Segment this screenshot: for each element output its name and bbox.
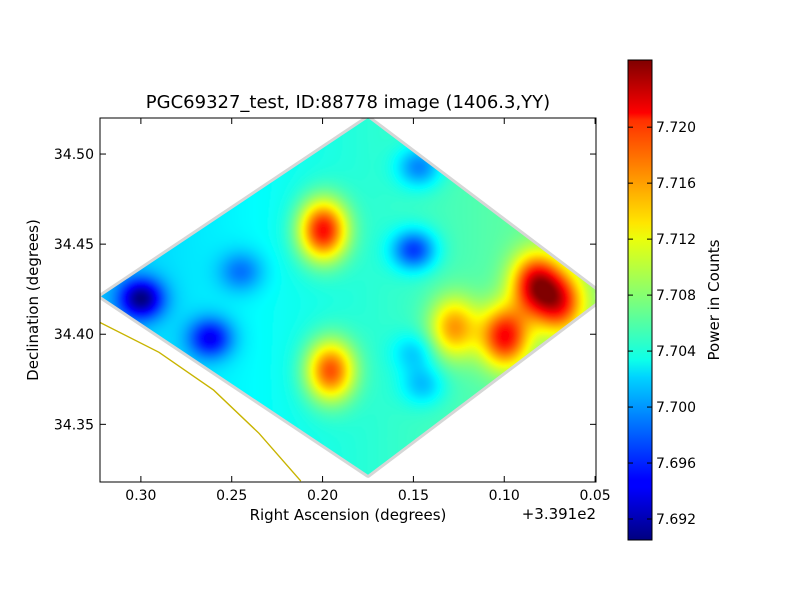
chart-title: PGC69327_test, ID:88778 image (1406.3,YY…: [146, 92, 550, 113]
x-tick-label: 0.10: [489, 488, 520, 504]
x-tick-label: 0.20: [307, 488, 338, 504]
y-tick-label: 34.50: [54, 147, 94, 163]
x-tick-label: 0.05: [580, 488, 611, 504]
colorbar-tick-label: 7.704: [656, 344, 696, 360]
colorbar-gradient: [627, 59, 653, 541]
y-axis-label: Declination (degrees): [24, 219, 42, 381]
x-tick-label: 0.30: [125, 488, 156, 504]
x-axis-ticks: 0.30 0.25 0.20 0.15 0.10 0.05: [125, 118, 611, 504]
colorbar: 7.692 7.696 7.700 7.704 7.708 7.712 7.716 7.720…: [627, 59, 723, 541]
colorbar-tick-label: 7.712: [656, 232, 696, 248]
y-tick-label: 34.35: [54, 417, 94, 433]
colorbar-ticks: 7.692 7.696 7.700 7.704 7.708 7.712 7.716 7.720: [628, 120, 696, 528]
y-axis-ticks: 34.35 34.40 34.45 34.50: [54, 147, 596, 433]
colorbar-tick-label: 7.692: [656, 512, 696, 528]
y-tick-label: 34.45: [54, 237, 94, 253]
x-axis-offset: +3.391e2: [522, 505, 596, 523]
y-tick-label: 34.40: [54, 327, 94, 343]
colorbar-label: Power in Counts: [705, 239, 723, 360]
overlay-curve: [100, 321, 302, 482]
colorbar-tick-label: 7.700: [656, 400, 696, 416]
x-axis-label: Right Ascension (degrees): [250, 506, 447, 524]
colorbar-tick-label: 7.708: [656, 288, 696, 304]
plot-area: 0.30 0.25 0.20 0.15 0.10 0.05 34.35 34.40 34.45…: [54, 117, 611, 504]
colorbar-tick-label: 7.720: [656, 120, 696, 136]
x-tick-label: 0.25: [216, 488, 247, 504]
colorbar-tick-label: 7.696: [656, 456, 696, 472]
colorbar-tick-label: 7.716: [656, 176, 696, 192]
x-tick-label: 0.15: [398, 488, 429, 504]
plot-frame: [99, 117, 597, 483]
